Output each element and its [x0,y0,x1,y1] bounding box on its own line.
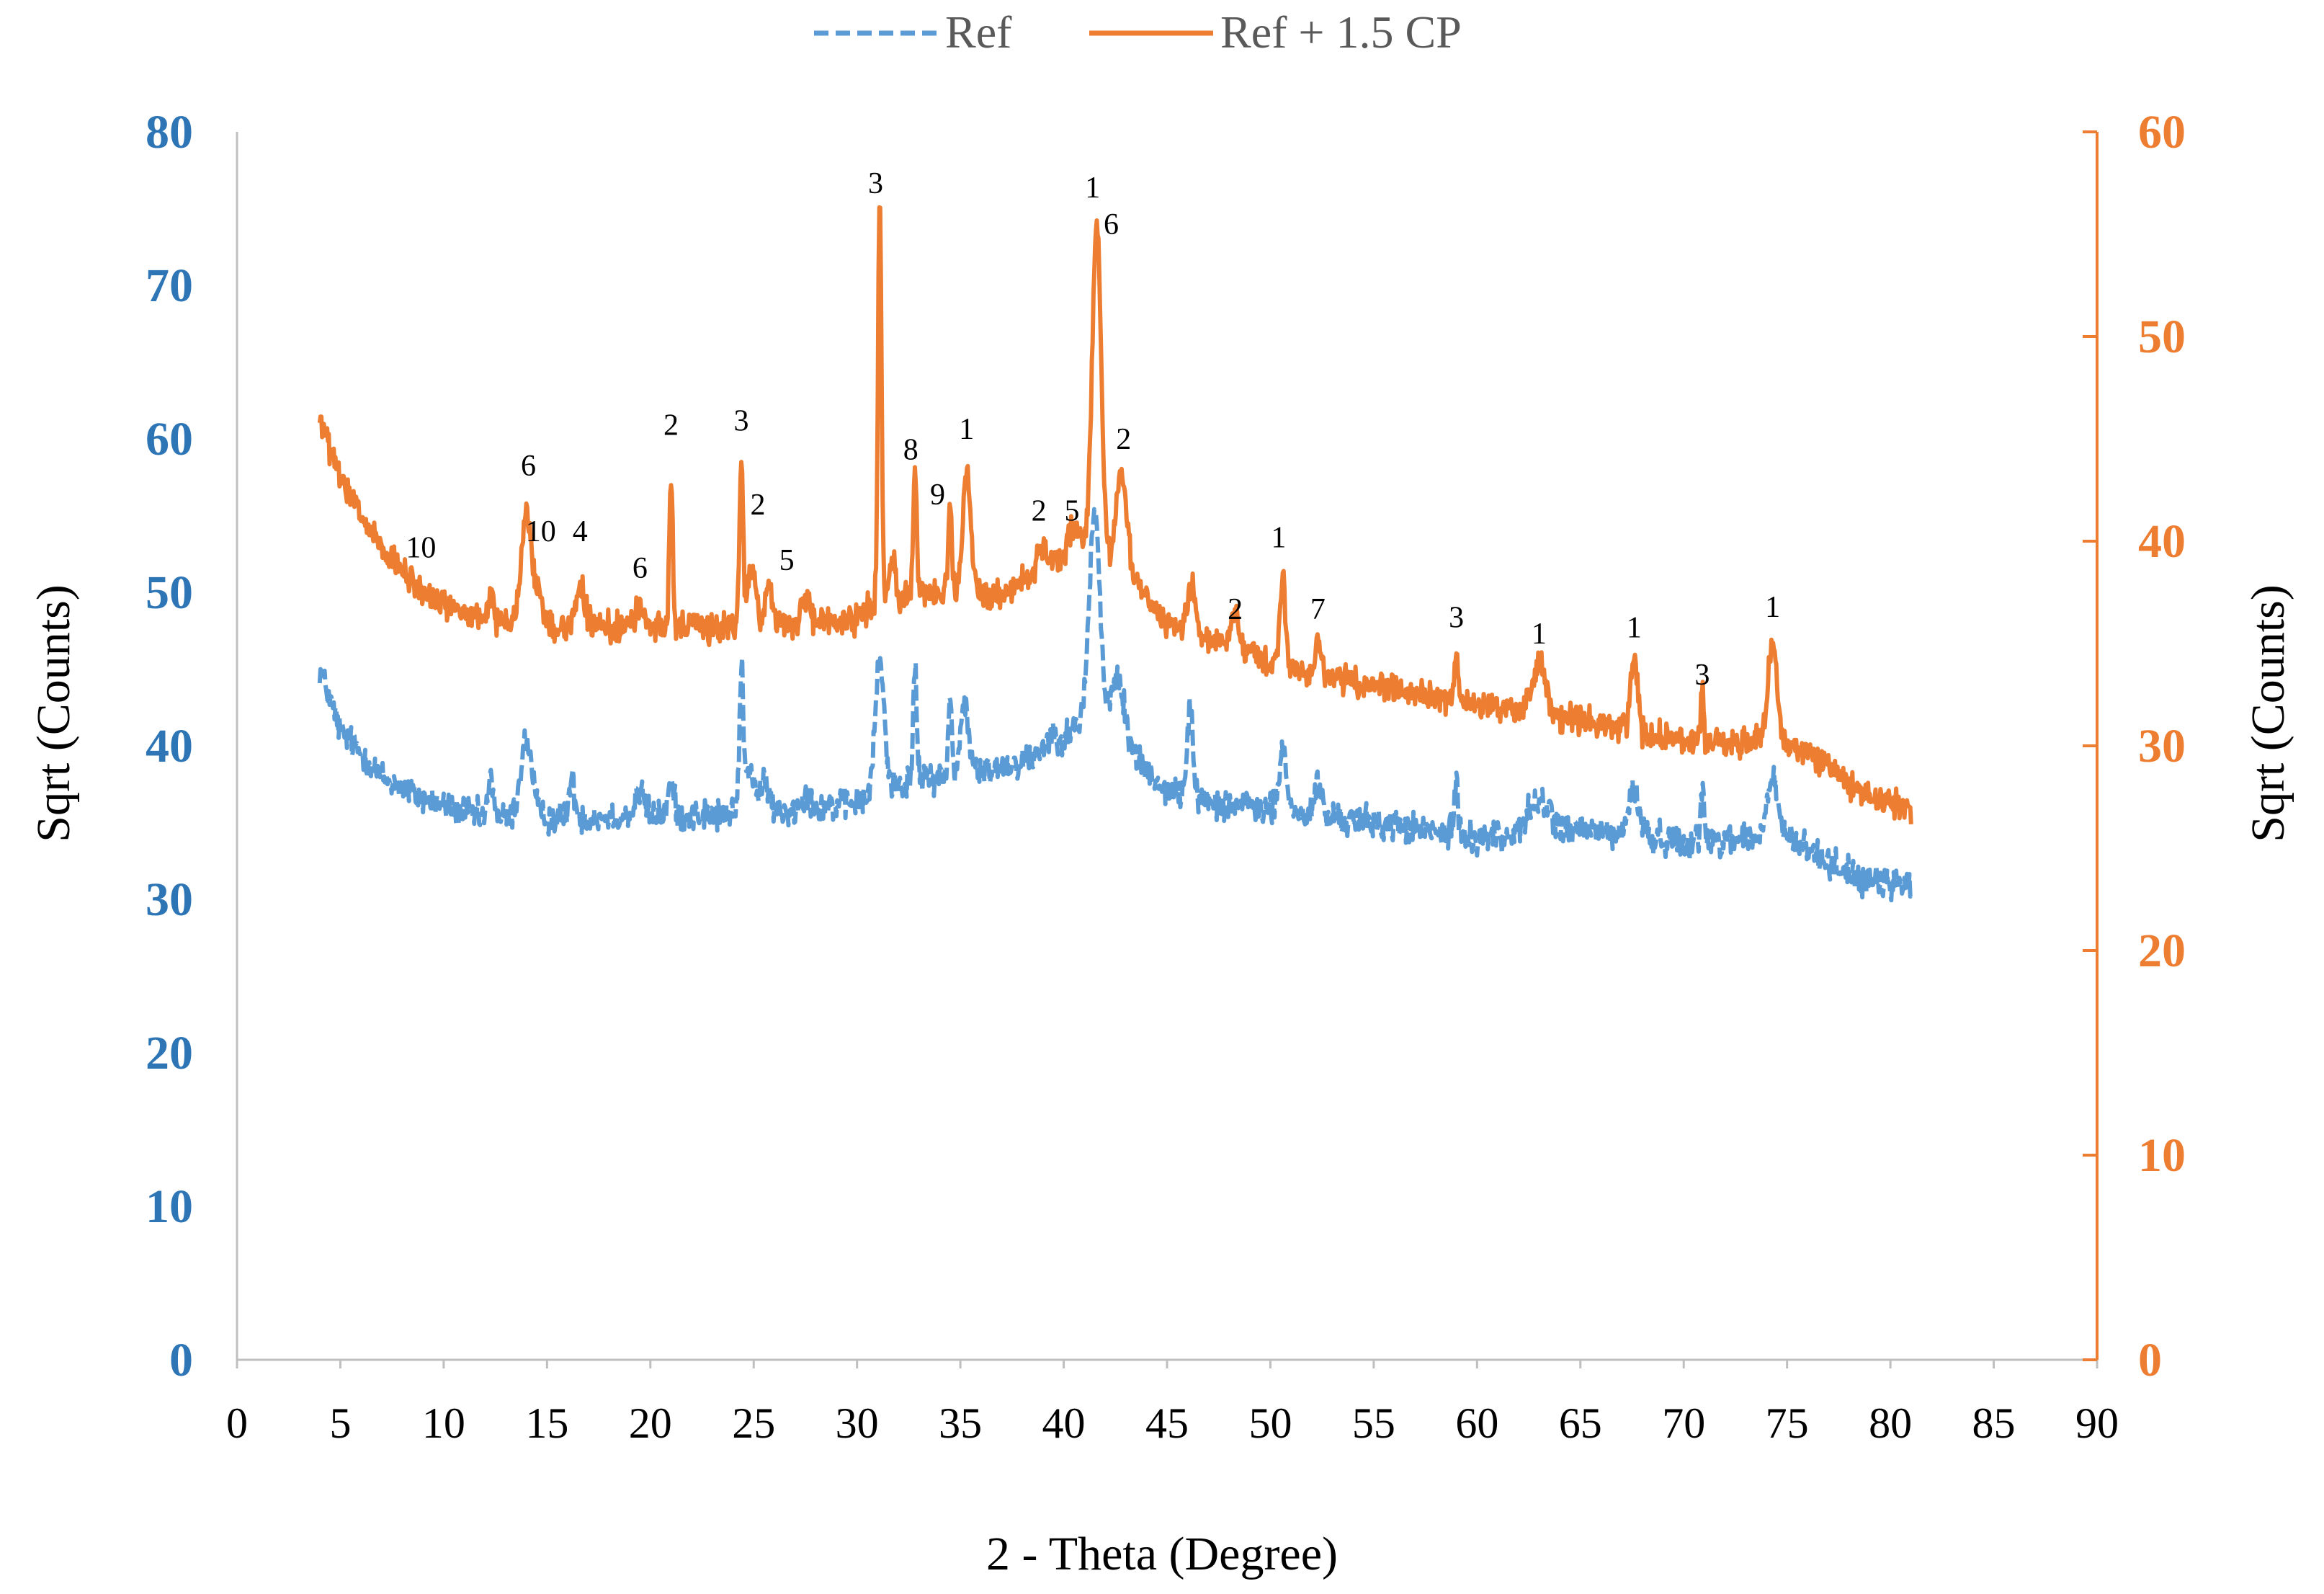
x-tick-label: 0 [226,1399,248,1447]
y-axis-title-right: Sqrt (Counts) [2242,584,2294,842]
peak-label: 1 [1532,618,1547,651]
peak-label: 5 [779,544,795,577]
x-tick-label: 50 [1248,1399,1292,1447]
x-tick-label: 30 [836,1399,879,1447]
legend-label-ref: Ref [945,6,1012,58]
x-tick-label: 15 [525,1399,568,1447]
x-tick-label: 5 [329,1399,351,1447]
y-tick-label-left: 50 [146,566,193,619]
y-tick-label-right: 40 [2138,515,2186,568]
y-tick-label-right: 0 [2138,1334,2162,1386]
y-tick-label-left: 0 [169,1334,193,1386]
y-tick-label-left: 70 [146,259,193,312]
legend-label-cp: Ref + 1.5 CP [1220,6,1462,58]
peak-label: 4 [573,515,588,548]
peak-label: 6 [633,552,648,585]
y-tick-label-right: 30 [2138,720,2186,772]
y-tick-label-left: 10 [146,1180,193,1233]
peak-label: 2 [663,409,679,442]
x-tick-label: 45 [1145,1399,1189,1447]
x-tick-label: 60 [1455,1399,1498,1447]
y-tick-label-left: 40 [146,720,193,772]
x-tick-label: 55 [1352,1399,1395,1447]
x-tick-label: 25 [732,1399,775,1447]
peak-label: 10 [406,532,436,565]
peak-label: 7 [1310,593,1326,626]
peak-label: 9 [930,478,945,512]
x-tick-label: 80 [1869,1399,1912,1447]
x-tick-label: 65 [1559,1399,1602,1447]
peak-label: 8 [903,433,919,466]
y-tick-label-left: 20 [146,1027,193,1079]
y-tick-label-left: 60 [146,413,193,466]
x-tick-label: 40 [1042,1399,1086,1447]
peak-label: 3 [1449,601,1464,634]
x-tick-label: 90 [2075,1399,2119,1447]
peak-label: 1 [1085,172,1100,205]
peak-label: 3 [734,405,749,438]
peak-label: 2 [1032,495,1047,528]
peak-label: 1 [1271,522,1286,555]
axes-layer: 0 5 10 15 20 25 30 35 40 45 50 55 60 65 70 75 80 85 900102… [146,106,2186,1447]
peak-label: 2 [1228,593,1243,626]
x-tick-label: 35 [939,1399,982,1447]
peak-label: 3 [1695,659,1710,692]
peak-label: 6 [521,450,536,483]
y-tick-label-left: 80 [146,106,193,159]
peak-label: 2 [1116,423,1131,456]
legend: Ref Ref + 1.5 CP [814,6,1462,58]
peak-label: 1 [959,413,974,446]
peak-label: 1 [1765,591,1780,624]
y-axis-title-left: Sqrt (Counts) [27,584,80,842]
x-tick-label: 70 [1662,1399,1705,1447]
x-tick-label: 10 [422,1399,465,1447]
x-tick-label: 75 [1766,1399,1809,1447]
y-tick-label-right: 20 [2138,925,2186,977]
y-tick-label-right: 60 [2138,106,2186,159]
series-layer [317,205,1913,903]
x-tick-label: 85 [1972,1399,2016,1447]
x-axis-title: 2 - Theta (Degree) [986,1528,1338,1580]
peak-label: 1 [1627,611,1642,644]
series-line-ref-1-5-cp [317,205,1913,825]
peak-label: 6 [1104,208,1119,241]
series-line-ref [317,507,1913,903]
peak-label: 3 [868,167,883,200]
peak-label: 2 [750,489,765,522]
y-tick-label-left: 30 [146,873,193,926]
peak-label: 10 [526,515,556,548]
x-tick-label: 20 [629,1399,672,1447]
peak-label: 5 [1065,495,1080,528]
y-tick-label-right: 10 [2138,1129,2186,1182]
y-tick-label-right: 50 [2138,311,2186,363]
